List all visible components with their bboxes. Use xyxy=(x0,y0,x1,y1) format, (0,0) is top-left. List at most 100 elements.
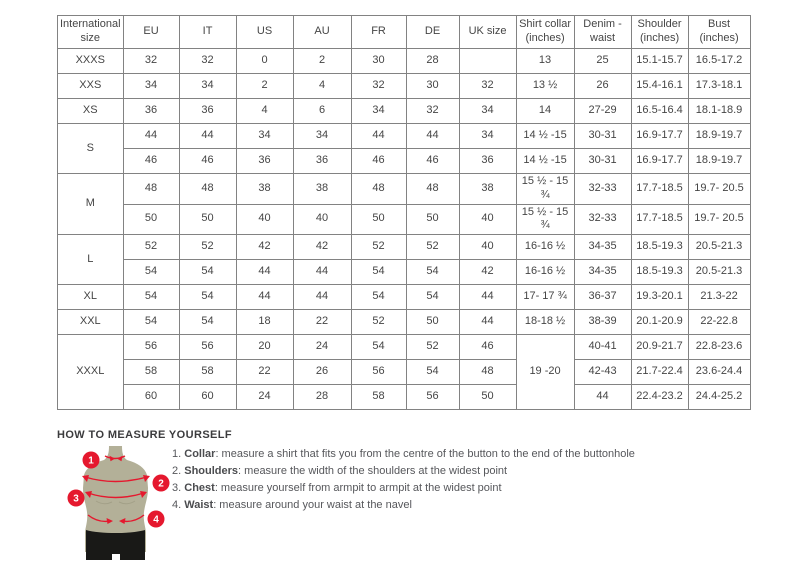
table-cell: 2 xyxy=(292,48,352,74)
table-cell: 54 xyxy=(178,284,237,310)
chest-measure-line xyxy=(87,492,145,499)
table-cell: 18-18 ½ xyxy=(515,309,575,335)
table-cell: 54 xyxy=(122,259,180,285)
table-header: International size EU IT US AU FR DE UK size Shi… xyxy=(57,15,751,49)
table-cell: 30-31 xyxy=(573,148,632,174)
table-cell: 54 xyxy=(122,284,180,310)
table-cell: 17.3-18.1 xyxy=(687,73,751,99)
waist-arrow-left xyxy=(119,518,126,524)
table-cell: 44 xyxy=(292,284,352,310)
header-cell: EU xyxy=(122,15,180,49)
table-cell: 56 xyxy=(405,384,460,410)
table-cell: 2 xyxy=(235,73,294,99)
measurement-figure: 1 2 3 4 xyxy=(60,444,192,566)
marker-4: 4 xyxy=(147,510,165,528)
table-cell: 26 xyxy=(292,359,352,385)
measure-step-waist: 4. Waist: measure around your waist at t… xyxy=(172,499,635,516)
table-cell: 32-33 xyxy=(573,203,632,235)
table-cell: 46 xyxy=(405,148,460,174)
step-text: : measure yourself from armpit to armpit… xyxy=(214,482,502,494)
table-cell: 18.5-19.3 xyxy=(630,259,689,285)
table-cell: 23.6-24.4 xyxy=(687,359,751,385)
table-cell: 40 xyxy=(235,203,294,235)
table-cell: 19 -20 xyxy=(515,334,575,410)
header-cell: Bust (inches) xyxy=(687,15,751,49)
collar-measure-line xyxy=(104,455,126,460)
table-cell: S xyxy=(57,123,124,174)
table-cell: 15 ½ - 15 ¾ xyxy=(515,173,575,205)
step-label: Collar xyxy=(184,448,216,460)
table-cell: 18.1-18.9 xyxy=(687,98,751,124)
svg-text:3: 3 xyxy=(73,494,79,505)
table-row: S 44 44 34 34 44 44 34 14 ½ -15 30-31 16.9-17.7 18.… xyxy=(57,123,751,174)
marker-3: 3 xyxy=(67,489,85,507)
table-row: XXL 54 54 18 22 52 50 44 18-18 ½ 38-39 20.1-20.9 22… xyxy=(57,309,751,335)
table-cell: 48 xyxy=(350,173,407,205)
svg-text:4: 4 xyxy=(153,515,159,526)
table-cell: 34-35 xyxy=(573,259,632,285)
step-number: 1. xyxy=(172,448,182,460)
table-cell: 44 xyxy=(405,123,460,149)
chest-contour-right xyxy=(118,500,136,505)
table-cell: 20.9-21.7 xyxy=(630,334,689,360)
table-cell: XXS xyxy=(57,73,124,99)
table-cell: 44 xyxy=(292,259,352,285)
table-cell: 46 xyxy=(122,148,180,174)
table-cell: 16.9-17.7 xyxy=(630,123,689,149)
table-cell: 56 xyxy=(122,334,180,360)
header-cell: Denim - waist xyxy=(573,15,632,49)
table-cell: 52 xyxy=(178,234,237,260)
table-cell: 4 xyxy=(235,98,294,124)
table-cell: 13 ½ xyxy=(515,73,575,99)
table-cell: 50 xyxy=(458,384,517,410)
table-row: XXXS 32 32 0 2 30 28 13 25 15.1-15.7 16.5-17.2 xyxy=(57,48,751,74)
svg-text:2: 2 xyxy=(158,479,164,490)
table-cell: 54 xyxy=(405,284,460,310)
chest-contour-left xyxy=(95,500,113,505)
table-cell: 46 xyxy=(350,148,407,174)
table-cell: 50 xyxy=(178,203,237,235)
table-row: 58 58 22 26 56 54 48 42-43 21.7-22.4 23.6-24.4 xyxy=(58,359,751,385)
table-cell: 34 xyxy=(235,123,294,149)
table-cell: 14 ½ -15 xyxy=(515,148,575,174)
table-cell: 44 xyxy=(573,384,632,410)
header-cell: US xyxy=(235,15,294,49)
table-cell: 17- 17 ¾ xyxy=(515,284,575,310)
table-row: 50 50 40 40 50 50 40 15 ½ - 15 ¾ 32-33 17.7-18.5 1… xyxy=(58,203,751,235)
table-cell: 25 xyxy=(573,48,632,74)
step-text: : measure around your waist at the navel xyxy=(213,499,412,511)
header-cell: AU xyxy=(292,15,352,49)
table-cell: 50 xyxy=(405,309,460,335)
table-cell: 0 xyxy=(235,48,294,74)
table-cell: 34 xyxy=(292,123,352,149)
table-cell: 60 xyxy=(178,384,237,410)
table-cell: 24 xyxy=(292,334,352,360)
header-cell: International size xyxy=(57,15,124,49)
table-cell: 36-37 xyxy=(573,284,632,310)
table-cell: 58 xyxy=(350,384,407,410)
table-cell: 17.7-18.5 xyxy=(630,203,689,235)
table-cell: XXXL xyxy=(57,334,124,410)
table-cell: 18.9-19.7 xyxy=(687,123,751,149)
table-cell: 56 xyxy=(350,359,407,385)
shoulder-arrow-left xyxy=(82,475,89,482)
table-cell: 19.7- 20.5 xyxy=(687,203,751,235)
collar-arrow-left xyxy=(117,455,123,462)
table-cell: 13 xyxy=(515,48,575,74)
table-cell: 44 xyxy=(235,284,294,310)
table-cell: 54 xyxy=(178,309,237,335)
table-cell: 22.4-23.2 xyxy=(630,384,689,410)
table-cell: M xyxy=(57,173,124,235)
table-cell: 52 xyxy=(405,234,460,260)
table-cell: 28 xyxy=(405,48,460,74)
table-cell: 54 xyxy=(178,259,237,285)
marker-1: 1 xyxy=(82,451,100,469)
table-cell: 48 xyxy=(178,173,237,205)
table-cell: 46 xyxy=(178,148,237,174)
table-cell: 32 xyxy=(350,73,407,99)
table-cell: 38 xyxy=(458,173,517,205)
table-cell: 30 xyxy=(405,73,460,99)
waist-arrow-right xyxy=(106,518,113,524)
table-cell: 40 xyxy=(292,203,352,235)
table-cell: 36 xyxy=(122,98,180,124)
